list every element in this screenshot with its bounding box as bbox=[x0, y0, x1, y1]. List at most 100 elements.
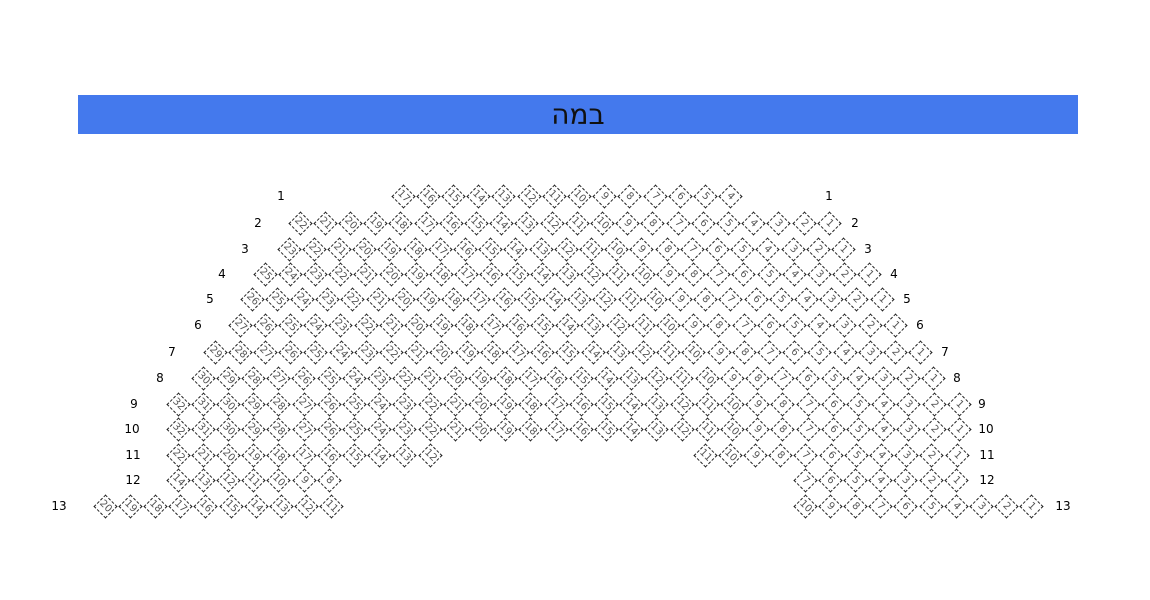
seat[interactable]: 1 bbox=[883, 312, 908, 338]
seat[interactable]: 14 bbox=[367, 442, 392, 468]
seat[interactable]: 11 bbox=[319, 493, 344, 519]
seat[interactable]: 22 bbox=[328, 261, 353, 287]
seat[interactable]: 22 bbox=[379, 339, 404, 365]
seat[interactable]: 11 bbox=[695, 391, 720, 417]
seat[interactable]: 14 bbox=[542, 286, 567, 312]
seat[interactable]: 31 bbox=[191, 391, 216, 417]
seat[interactable]: 15 bbox=[478, 236, 503, 262]
seat[interactable]: 19 bbox=[377, 236, 402, 262]
seat[interactable]: 13 bbox=[644, 416, 669, 442]
seat[interactable]: 11 bbox=[669, 365, 694, 391]
seat[interactable]: 9 bbox=[681, 312, 706, 338]
seat[interactable]: 6 bbox=[743, 286, 769, 312]
seat[interactable]: 16 bbox=[505, 312, 530, 338]
seat[interactable]: 18 bbox=[402, 236, 428, 262]
seat[interactable]: 8 bbox=[732, 339, 757, 365]
seat[interactable]: 22 bbox=[287, 210, 313, 236]
seat[interactable]: 10 bbox=[694, 365, 720, 391]
seat[interactable]: 16 bbox=[416, 183, 441, 209]
seat[interactable]: 12 bbox=[669, 416, 695, 442]
seat[interactable]: 7 bbox=[665, 210, 691, 236]
seat[interactable]: 17 bbox=[505, 339, 530, 365]
seat[interactable]: 2 bbox=[883, 339, 908, 365]
seat[interactable]: 15 bbox=[594, 391, 619, 417]
seat[interactable]: 21 bbox=[443, 391, 468, 417]
seat[interactable]: 9 bbox=[818, 493, 843, 519]
seat[interactable]: 23 bbox=[328, 312, 353, 338]
seat[interactable]: 4 bbox=[868, 467, 893, 493]
seat[interactable]: 13 bbox=[528, 236, 554, 262]
seat[interactable]: 2 bbox=[919, 442, 944, 468]
seat[interactable]: 3 bbox=[896, 416, 921, 442]
seat[interactable]: 1 bbox=[857, 261, 882, 287]
seat[interactable]: 17 bbox=[543, 416, 569, 442]
seat[interactable]: 4 bbox=[794, 286, 819, 312]
seat[interactable]: 28 bbox=[266, 391, 291, 417]
seat[interactable]: 2 bbox=[806, 236, 831, 262]
seat[interactable]: 9 bbox=[656, 261, 681, 287]
seat[interactable]: 10 bbox=[792, 493, 818, 519]
seat[interactable]: 2 bbox=[918, 467, 944, 493]
seat[interactable]: 27 bbox=[291, 391, 317, 417]
seat[interactable]: 3 bbox=[871, 365, 896, 391]
seat[interactable]: 30 bbox=[216, 416, 241, 442]
seat[interactable]: 20 bbox=[352, 236, 377, 262]
seat[interactable]: 16 bbox=[479, 261, 504, 287]
seat[interactable]: 3 bbox=[832, 312, 857, 338]
seat[interactable]: 29 bbox=[202, 339, 228, 365]
seat[interactable]: 6 bbox=[782, 339, 807, 365]
seat[interactable]: 22 bbox=[417, 416, 443, 442]
seat[interactable]: 9 bbox=[720, 365, 745, 391]
seat[interactable]: 6 bbox=[731, 261, 756, 287]
seat[interactable]: 16 bbox=[453, 236, 478, 262]
seat[interactable]: 16 bbox=[491, 286, 517, 312]
seat[interactable]: 23 bbox=[354, 339, 379, 365]
seat[interactable]: 30 bbox=[216, 391, 241, 417]
seat[interactable]: 14 bbox=[466, 183, 491, 209]
seat[interactable]: 17 bbox=[543, 391, 569, 417]
seat[interactable]: 13 bbox=[514, 210, 539, 236]
seat[interactable]: 10 bbox=[720, 391, 745, 417]
seat[interactable]: 18 bbox=[143, 493, 168, 519]
seat[interactable]: 11 bbox=[695, 416, 720, 442]
seat[interactable]: 7 bbox=[795, 416, 821, 442]
seat[interactable]: 19 bbox=[241, 442, 266, 468]
seat[interactable]: 14 bbox=[530, 261, 555, 287]
seat[interactable]: 4 bbox=[807, 312, 832, 338]
seat[interactable]: 18 bbox=[493, 365, 518, 391]
seat[interactable]: 31 bbox=[191, 416, 216, 442]
seat[interactable]: 7 bbox=[642, 183, 668, 209]
seat[interactable]: 13 bbox=[191, 467, 216, 493]
seat[interactable]: 7 bbox=[680, 236, 705, 262]
seat[interactable]: 13 bbox=[619, 365, 644, 391]
seat[interactable]: 23 bbox=[276, 236, 302, 262]
seat[interactable]: 10 bbox=[718, 442, 743, 468]
seat[interactable]: 12 bbox=[669, 391, 695, 417]
seat[interactable]: 27 bbox=[266, 365, 291, 391]
seat[interactable]: 5 bbox=[843, 467, 868, 493]
seat[interactable]: 21 bbox=[443, 416, 468, 442]
seat[interactable]: 26 bbox=[278, 339, 303, 365]
seat[interactable]: 24 bbox=[278, 261, 303, 287]
seat[interactable]: 5 bbox=[807, 339, 832, 365]
seat[interactable]: 14 bbox=[619, 391, 644, 417]
seat[interactable]: 20 bbox=[338, 210, 363, 236]
seat[interactable]: 13 bbox=[392, 442, 417, 468]
seat[interactable]: 23 bbox=[392, 391, 417, 417]
seat[interactable]: 21 bbox=[353, 261, 378, 287]
seat[interactable]: 18 bbox=[454, 312, 479, 338]
seat[interactable]: 6 bbox=[821, 391, 846, 417]
seat[interactable]: 14 bbox=[619, 416, 644, 442]
seat[interactable]: 19 bbox=[404, 261, 429, 287]
seat[interactable]: 4 bbox=[871, 391, 896, 417]
seat[interactable]: 24 bbox=[367, 416, 392, 442]
seat[interactable]: 5 bbox=[846, 416, 871, 442]
seat[interactable]: 26 bbox=[253, 312, 278, 338]
seat[interactable]: 29 bbox=[241, 391, 266, 417]
seat[interactable]: 22 bbox=[392, 365, 417, 391]
seat[interactable]: 10 bbox=[567, 183, 592, 209]
seat[interactable]: 14 bbox=[555, 312, 580, 338]
seat[interactable]: 9 bbox=[592, 183, 617, 209]
seat[interactable]: 18 bbox=[388, 210, 413, 236]
seat[interactable]: 8 bbox=[693, 286, 718, 312]
